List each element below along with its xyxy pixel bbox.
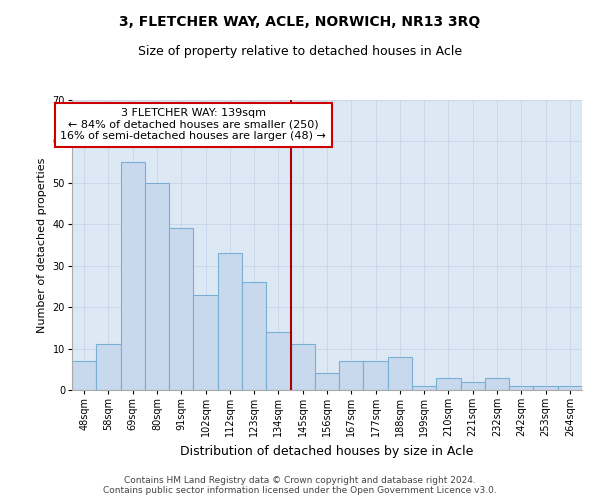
Bar — [315, 374, 339, 390]
Text: Size of property relative to detached houses in Acle: Size of property relative to detached ho… — [138, 45, 462, 58]
Text: 3, FLETCHER WAY, ACLE, NORWICH, NR13 3RQ: 3, FLETCHER WAY, ACLE, NORWICH, NR13 3RQ — [119, 15, 481, 29]
Bar — [96, 344, 121, 390]
Bar — [436, 378, 461, 390]
Bar — [266, 332, 290, 390]
Bar — [121, 162, 145, 390]
Bar — [218, 254, 242, 390]
Bar — [290, 344, 315, 390]
Bar — [169, 228, 193, 390]
Bar — [388, 357, 412, 390]
Bar — [533, 386, 558, 390]
Bar — [72, 361, 96, 390]
Bar — [558, 386, 582, 390]
Text: Contains HM Land Registry data © Crown copyright and database right 2024.
Contai: Contains HM Land Registry data © Crown c… — [103, 476, 497, 495]
Bar — [339, 361, 364, 390]
Text: 3 FLETCHER WAY: 139sqm
← 84% of detached houses are smaller (250)
16% of semi-de: 3 FLETCHER WAY: 139sqm ← 84% of detached… — [61, 108, 326, 142]
Y-axis label: Number of detached properties: Number of detached properties — [37, 158, 47, 332]
Bar — [485, 378, 509, 390]
Bar — [242, 282, 266, 390]
Bar — [193, 294, 218, 390]
X-axis label: Distribution of detached houses by size in Acle: Distribution of detached houses by size … — [181, 444, 473, 458]
Bar — [509, 386, 533, 390]
Bar — [412, 386, 436, 390]
Bar — [461, 382, 485, 390]
Bar — [364, 361, 388, 390]
Bar — [145, 183, 169, 390]
